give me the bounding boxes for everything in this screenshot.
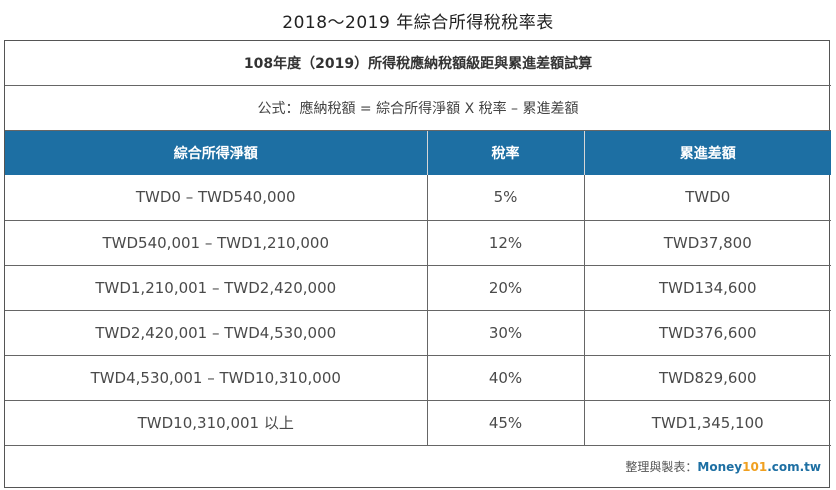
brand-domain: .com.tw xyxy=(767,459,821,474)
cell-tax-rate: 40% xyxy=(427,355,585,401)
cell-income-range: TWD540,001 – TWD1,210,000 xyxy=(5,220,428,266)
brand-number: 101 xyxy=(742,459,768,474)
cell-tax-rate: 30% xyxy=(427,310,585,356)
table-header-row: 綜合所得淨額 稅率 累進差額 xyxy=(5,130,831,175)
table-row: TWD2,420,001 – TWD4,530,000 30% TWD376,6… xyxy=(5,310,831,356)
source-prefix: 整理與製表： xyxy=(625,459,698,474)
cell-progressive-difference: TWD134,600 xyxy=(584,265,831,311)
header-net-income: 綜合所得淨額 xyxy=(5,130,428,175)
cell-progressive-difference: TWD37,800 xyxy=(584,220,831,266)
cell-progressive-difference: TWD1,345,100 xyxy=(584,400,831,446)
table-caption: 108年度（2019）所得稅應納稅額級距與累進差額試算 xyxy=(5,41,831,86)
formula-text: 公式：應納稅額 = 綜合所得淨額 X 稅率 – 累進差額 xyxy=(5,85,831,131)
table-row: TWD540,001 – TWD1,210,000 12% TWD37,800 xyxy=(5,220,831,266)
table-row: TWD10,310,001 以上 45% TWD1,345,100 xyxy=(5,400,831,446)
table-row: TWD0 – TWD540,000 5% TWD0 xyxy=(5,175,831,221)
cell-income-range: TWD1,210,001 – TWD2,420,000 xyxy=(5,265,428,311)
cell-income-range: TWD2,420,001 – TWD4,530,000 xyxy=(5,310,428,356)
table-row: TWD4,530,001 – TWD10,310,000 40% TWD829,… xyxy=(5,355,831,401)
tax-rate-table-container: 108年度（2019）所得稅應納稅額級距與累進差額試算 公式：應納稅額 = 綜合… xyxy=(4,40,831,488)
table-caption-row: 108年度（2019）所得稅應納稅額級距與累進差額試算 xyxy=(5,41,831,86)
formula-row: 公式：應納稅額 = 綜合所得淨額 X 稅率 – 累進差額 xyxy=(5,85,831,131)
header-tax-rate: 稅率 xyxy=(427,130,585,175)
cell-tax-rate: 20% xyxy=(427,265,585,311)
page-title: 2018～2019 年綜合所得稅稅率表 xyxy=(282,13,554,33)
source-row: 整理與製表：Money101.com.tw xyxy=(5,445,831,487)
header-progressive-difference: 累進差額 xyxy=(584,130,831,175)
source-credit: 整理與製表：Money101.com.tw xyxy=(5,445,831,487)
cell-tax-rate: 45% xyxy=(427,400,585,446)
cell-tax-rate: 12% xyxy=(427,220,585,266)
cell-income-range: TWD4,530,001 – TWD10,310,000 xyxy=(5,355,428,401)
cell-tax-rate: 5% xyxy=(427,175,585,221)
cell-progressive-difference: TWD376,600 xyxy=(584,310,831,356)
cell-income-range: TWD10,310,001 以上 xyxy=(5,400,428,446)
table-row: TWD1,210,001 – TWD2,420,000 20% TWD134,6… xyxy=(5,265,831,311)
brand-name: Money xyxy=(697,459,743,474)
tax-rate-table: 108年度（2019）所得稅應納稅額級距與累進差額試算 公式：應納稅額 = 綜合… xyxy=(5,41,831,487)
cell-income-range: TWD0 – TWD540,000 xyxy=(5,175,428,221)
cell-progressive-difference: TWD0 xyxy=(584,175,831,221)
cell-progressive-difference: TWD829,600 xyxy=(584,355,831,401)
